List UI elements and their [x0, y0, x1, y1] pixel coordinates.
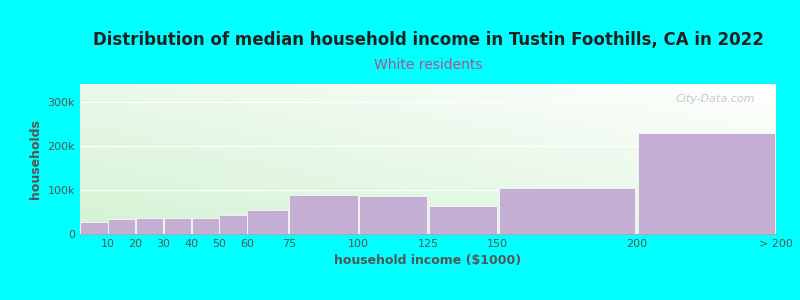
Bar [499, 188, 635, 234]
Bar [136, 218, 163, 234]
Bar [80, 222, 107, 234]
Bar [290, 195, 358, 234]
X-axis label: household income ($1000): household income ($1000) [334, 254, 522, 267]
Bar [219, 215, 246, 234]
Bar [192, 218, 219, 234]
Title: Distribution of median household income in Tustin Foothills, CA in 2022: Distribution of median household income … [93, 31, 763, 49]
Bar [164, 218, 191, 234]
Bar [638, 134, 774, 234]
Text: City-Data.com: City-Data.com [676, 94, 755, 104]
Bar [247, 210, 288, 234]
Bar [108, 219, 135, 234]
Bar [359, 196, 427, 234]
Text: White residents: White residents [374, 58, 482, 72]
Bar [429, 206, 497, 234]
Y-axis label: households: households [29, 119, 42, 199]
